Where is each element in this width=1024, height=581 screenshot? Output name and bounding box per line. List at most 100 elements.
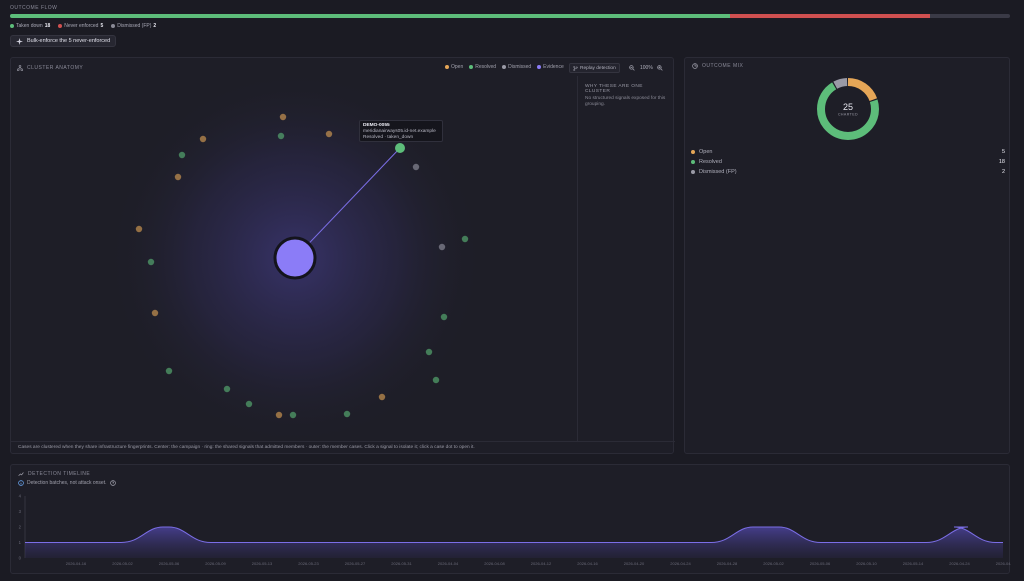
mix-label: Resolved — [699, 159, 722, 165]
bulk-enforce-button[interactable]: Bulk-enforce the 5 never-enforced — [10, 35, 117, 47]
status-dot-icon — [502, 65, 507, 69]
timeline-header: DETECTION TIMELINE — [18, 471, 90, 477]
case-dot[interactable] — [178, 151, 186, 159]
x-tick-label: 2026-04-28 — [996, 561, 1011, 566]
outcome-mix-card: OUTCOME MIX 25 CHARTED Open 5 Resolved 1… — [684, 57, 1010, 454]
replay-label: Replay detection — [580, 65, 616, 71]
outcome-donut: 25 CHARTED — [817, 78, 879, 140]
case-dot[interactable] — [378, 393, 386, 401]
case-dot[interactable] — [223, 385, 231, 393]
case-dot[interactable] — [151, 309, 159, 317]
case-dot[interactable] — [199, 135, 207, 143]
y-tick-label: 4 — [19, 494, 22, 499]
x-tick-label: 2026-05-23 — [298, 561, 319, 566]
timeline-chart[interactable]: 0 1 2 3 4 2026-04-16 2026-05-02 2026-05-06 2026… — [11, 491, 1011, 573]
status-dot-icon — [469, 65, 474, 69]
mix-value: 5 — [1001, 149, 1005, 155]
case-dot[interactable] — [275, 411, 283, 419]
case-dot[interactable] — [245, 400, 253, 408]
legend-open: Open — [445, 64, 463, 70]
x-tick-label: 2026-04-04 — [438, 561, 459, 566]
x-tick-label: 2026-05-31 — [391, 561, 412, 566]
replay-detection-button[interactable]: Replay detection — [569, 63, 620, 73]
mix-row-resolved[interactable]: Resolved 18 — [691, 159, 1005, 165]
tooltip-domain: meridianairways05.id-net.example — [363, 129, 436, 134]
x-tick-label: 2026-05-09 — [205, 561, 226, 566]
case-dot[interactable] — [289, 411, 297, 419]
mix-row-open[interactable]: Open 5 — [691, 149, 1005, 155]
legend-count: 5 — [100, 23, 104, 29]
flow-legend-dismissed: Dismissed (FP) 2 — [111, 23, 156, 29]
x-tick-label: 2026-05-06 — [810, 561, 831, 566]
legend-label: Dismissed — [508, 64, 532, 70]
anatomy-caption: Cases are clustered when they share infr… — [18, 445, 475, 450]
case-dot[interactable] — [147, 258, 155, 266]
case-dot[interactable] — [440, 313, 448, 321]
tooltip-case-id: DEMO-0055 — [363, 123, 390, 128]
bulk-enforce-label: Bulk-enforce the 5 never-enforced — [27, 38, 111, 44]
case-dot[interactable] — [343, 410, 351, 418]
case-dot[interactable] — [412, 163, 420, 171]
tooltip-status: Resolved · taken_down — [363, 135, 414, 140]
x-tick-label: 2026-04-28 — [717, 561, 738, 566]
case-dot[interactable] — [174, 173, 182, 181]
flow-segment-dismissed[interactable] — [930, 14, 1010, 18]
anatomy-header: CLUSTER ANATOMY — [17, 65, 83, 71]
sparkle-icon — [16, 37, 23, 45]
flow-legend-taken-down: Taken down 18 — [10, 23, 50, 29]
x-tick-label: 2026-05-10 — [856, 561, 877, 566]
case-tooltip: DEMO-0055 meridianairways05.id-net.examp… — [359, 120, 443, 142]
legend-count: 18 — [44, 23, 51, 29]
flow-legend-never-enforced: Never enforced 5 — [58, 23, 103, 29]
status-dot-icon — [691, 160, 695, 164]
timeline-title: DETECTION TIMELINE — [28, 471, 91, 477]
timeline-line — [25, 526, 1003, 543]
case-dot[interactable] — [135, 225, 143, 233]
donut-slice-open[interactable] — [817, 78, 879, 140]
case-dot[interactable] — [438, 243, 446, 251]
status-dot-icon — [10, 24, 14, 28]
case-dot[interactable] — [165, 367, 173, 375]
mix-title: OUTCOME MIX — [702, 63, 744, 69]
cluster-graph[interactable] — [11, 76, 577, 441]
case-dot[interactable] — [425, 348, 433, 356]
why-cluster-panel: WHY THESE ARE ONE CLUSTER No structured … — [577, 76, 675, 441]
zoom-in-icon[interactable] — [657, 65, 663, 71]
legend-label: Resolved — [475, 64, 497, 70]
pie-icon — [692, 63, 698, 69]
x-tick-label: 2026-04-12 — [531, 561, 552, 566]
mix-row-dismissed[interactable]: Dismissed (FP) 2 — [691, 169, 1005, 175]
donut-slice-resolved[interactable] — [817, 78, 879, 140]
case-dot[interactable] — [432, 376, 440, 384]
flow-segment-never-enforced[interactable] — [730, 14, 930, 18]
case-dot[interactable] — [277, 132, 285, 140]
help-icon[interactable] — [109, 480, 116, 486]
y-tick-label: 3 — [19, 509, 22, 514]
x-tick-label: 2026-04-20 — [624, 561, 645, 566]
zoom-level: 100% — [640, 65, 653, 71]
donut-total: 25 — [843, 102, 853, 112]
donut-total-label: CHARTED — [838, 113, 858, 117]
why-cluster-title: WHY THESE ARE ONE CLUSTER — [585, 84, 643, 94]
info-icon — [18, 480, 24, 486]
zoom-out-icon[interactable] — [629, 65, 635, 71]
legend-resolved: Resolved — [469, 64, 496, 70]
anatomy-title: CLUSTER ANATOMY — [27, 65, 84, 71]
flow-segment-taken-down[interactable] — [10, 14, 730, 18]
case-dot[interactable] — [325, 130, 333, 138]
x-tick-label: 2026-05-27 — [345, 561, 366, 566]
case-dot[interactable] — [279, 113, 287, 121]
campaign-center-node[interactable] — [273, 236, 317, 280]
case-dot-demo-0055[interactable] — [395, 143, 405, 153]
legend-label: Evidence — [543, 64, 564, 70]
y-tick-label: 2 — [19, 525, 22, 530]
x-tick-label: 2026-05-13 — [252, 561, 273, 566]
case-dot[interactable] — [461, 235, 469, 243]
x-tick-label: 2026-04-24 — [670, 561, 691, 566]
detection-timeline-card: DETECTION TIMELINE Detection batches, no… — [10, 464, 1011, 574]
mix-label: Open — [699, 149, 713, 155]
outcome-flow-bar — [10, 14, 1010, 18]
x-tick-label: 2026-05-02 — [763, 561, 784, 566]
status-dot-icon — [537, 65, 542, 69]
x-tick-label: 2026-04-24 — [949, 561, 970, 566]
